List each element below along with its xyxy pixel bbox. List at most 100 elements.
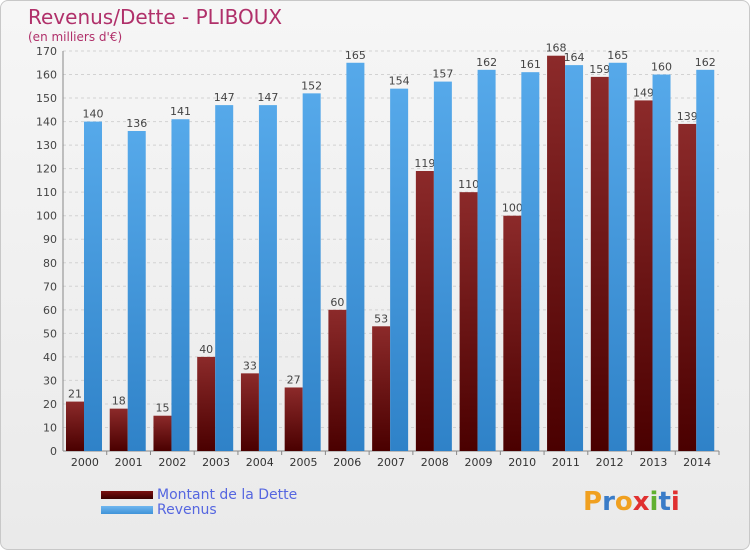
data-label-dette: 18	[112, 395, 126, 408]
x-tick-label: 2002	[158, 456, 186, 469]
data-label-revenus: 160	[651, 61, 672, 74]
y-tick-label: 90	[43, 233, 57, 246]
data-label-revenus: 140	[83, 108, 104, 121]
bar-revenus	[390, 88, 409, 451]
y-tick-label: 150	[36, 92, 57, 105]
bar-dette	[328, 309, 347, 451]
x-tick-label: 2004	[246, 456, 274, 469]
bar-revenus	[477, 69, 496, 451]
legend-item-debt: Montant de la Dette	[101, 486, 298, 503]
y-tick-label: 50	[43, 327, 57, 340]
bar-revenus	[521, 72, 540, 452]
data-label-revenus: 162	[695, 56, 716, 69]
data-label-revenus: 165	[607, 49, 628, 62]
logo-letter: r	[602, 487, 615, 517]
logo-letter: x	[632, 487, 650, 517]
x-tick-label: 2011	[552, 456, 580, 469]
bar-dette	[372, 326, 391, 451]
data-label-dette: 27	[287, 373, 301, 386]
x-tick-label: 2010	[508, 456, 536, 469]
chart-title: Revenus/Dette - PLIBOUX	[28, 5, 283, 29]
legend-item-revenus: Revenus	[101, 501, 297, 518]
data-label-dette: 168	[546, 42, 567, 55]
data-label-dette: 139	[677, 110, 698, 123]
data-label-dette: 159	[589, 63, 610, 76]
data-label-revenus: 154	[389, 75, 410, 88]
x-tick-label: 2000	[71, 456, 99, 469]
logo-letter: o	[614, 487, 633, 517]
data-label-revenus: 147	[257, 91, 278, 104]
data-label-dette: 33	[243, 359, 257, 372]
bar-dette	[415, 171, 434, 451]
legend: Montant de la Dette Revenus	[101, 486, 298, 518]
data-label-revenus: 147	[214, 91, 235, 104]
y-tick-label: 20	[43, 398, 57, 411]
legend-swatch-debt	[101, 490, 153, 499]
logo-letter: t	[658, 487, 671, 517]
chart-subtitle: (en milliers d'€)	[28, 30, 123, 44]
x-tick-label: 2013	[639, 456, 667, 469]
logo-letter: i	[670, 487, 680, 517]
y-tick-label: 40	[43, 351, 57, 364]
y-tick-label: 110	[36, 186, 57, 199]
data-label-dette: 40	[199, 343, 213, 356]
bar-dette	[284, 387, 303, 451]
bar-revenus	[346, 62, 365, 451]
data-label-dette: 60	[330, 296, 344, 309]
y-tick-label: 160	[36, 69, 57, 82]
bar-dette	[678, 123, 697, 452]
x-tick-label: 2006	[333, 456, 361, 469]
data-label-revenus: 141	[170, 105, 191, 118]
data-label-dette: 21	[68, 388, 82, 401]
bar-dette	[66, 401, 84, 451]
legend-label-debt: Montant de la Dette	[157, 486, 298, 503]
bar-dette	[197, 356, 216, 451]
bar-revenus	[84, 121, 102, 452]
bar-dette	[590, 76, 609, 451]
proxiti-logo: Proxiti	[583, 487, 680, 517]
y-tick-label: 30	[43, 374, 57, 387]
bar-dette	[109, 408, 128, 451]
data-label-revenus: 157	[432, 68, 453, 81]
bar-dette	[459, 192, 478, 452]
data-label-dette: 15	[155, 402, 169, 415]
bar-revenus	[696, 69, 715, 451]
bar-revenus	[652, 74, 671, 451]
y-tick-label: 170	[36, 45, 57, 58]
logo-letter: i	[649, 487, 659, 517]
x-tick-label: 2007	[377, 456, 405, 469]
x-tick-label: 2003	[202, 456, 230, 469]
bar-revenus	[433, 81, 452, 452]
data-label-revenus: 152	[301, 79, 322, 92]
bar-dette	[547, 55, 566, 452]
y-tick-label: 130	[36, 139, 57, 152]
bar-revenus	[565, 65, 584, 451]
legend-label-revenus: Revenus	[157, 501, 217, 518]
data-label-dette: 100	[502, 202, 523, 215]
x-tick-label: 2014	[683, 456, 711, 469]
x-tick-label: 2008	[421, 456, 449, 469]
bar-revenus	[215, 105, 234, 451]
x-tick-label: 2009	[464, 456, 492, 469]
y-tick-label: 60	[43, 304, 57, 317]
y-tick-label: 0	[50, 445, 57, 458]
y-tick-label: 70	[43, 280, 57, 293]
bar-dette	[240, 373, 259, 451]
x-tick-label: 2012	[596, 456, 624, 469]
logo-letter: P	[583, 487, 603, 517]
data-label-dette: 53	[374, 312, 388, 325]
y-tick-label: 100	[36, 210, 57, 223]
bar-dette	[503, 215, 522, 451]
bar-revenus	[258, 105, 277, 451]
bar-dette	[153, 415, 172, 451]
bar-revenus	[171, 119, 190, 451]
data-label-dette: 149	[633, 86, 654, 99]
legend-swatch-revenus	[101, 505, 153, 514]
bar-revenus	[127, 131, 146, 451]
data-label-revenus: 161	[520, 58, 541, 71]
y-tick-label: 80	[43, 257, 57, 270]
y-tick-label: 120	[36, 163, 57, 176]
data-label-revenus: 136	[126, 117, 147, 130]
